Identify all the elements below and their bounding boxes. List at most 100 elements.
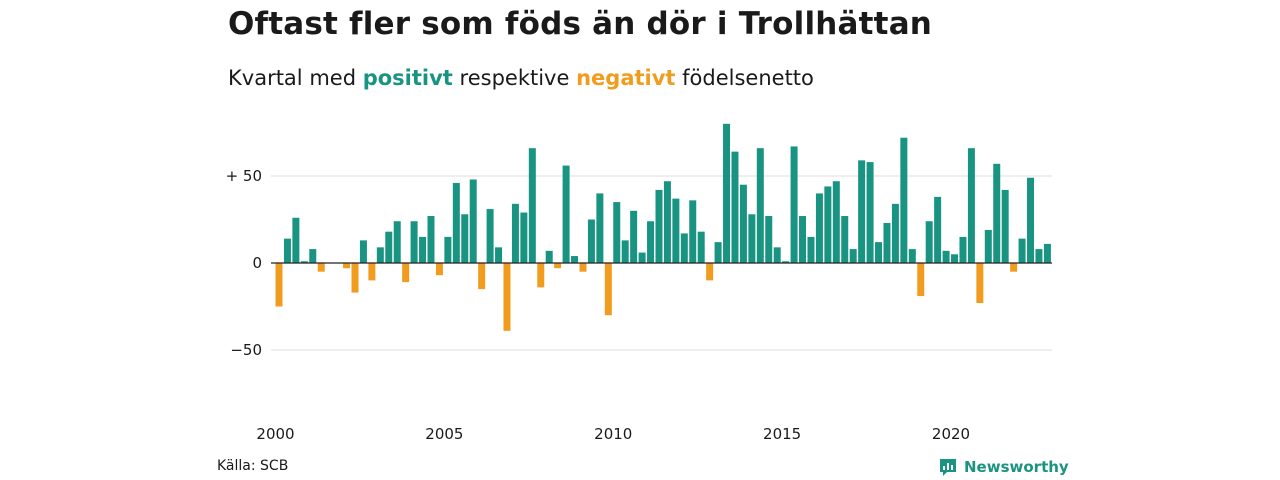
bar — [714, 242, 722, 263]
bar — [419, 236, 427, 263]
x-tick-label: 2005 — [425, 425, 463, 443]
y-tick-label: 0 — [252, 254, 262, 272]
chart-title: Oftast fler som föds än dör i Trollhätta… — [228, 6, 933, 42]
bar — [275, 263, 283, 307]
bar — [368, 263, 376, 281]
bar — [562, 165, 570, 263]
bar — [858, 160, 866, 263]
bar — [571, 256, 579, 263]
bar — [393, 221, 401, 263]
chart-subtitle: Kvartal med positivt respektive negativt… — [228, 66, 814, 90]
bar — [621, 240, 629, 263]
bar — [376, 247, 384, 263]
bar — [841, 216, 849, 263]
bar — [1035, 249, 1043, 263]
bar — [579, 263, 587, 272]
bar — [554, 263, 562, 269]
bar — [900, 137, 908, 263]
source-note: Källa: SCB — [217, 458, 289, 474]
bar — [748, 214, 756, 263]
bar — [731, 151, 739, 263]
bar — [672, 198, 680, 263]
bar — [934, 196, 942, 263]
bar — [604, 263, 612, 316]
bar — [545, 250, 553, 263]
bar — [647, 221, 655, 263]
subtitle-positive: positivt — [362, 66, 453, 90]
bar — [528, 148, 536, 263]
bar — [849, 249, 857, 263]
bar — [1043, 243, 1051, 263]
bar — [537, 263, 545, 288]
bar — [351, 263, 359, 293]
bar — [824, 186, 832, 263]
bar — [1027, 177, 1035, 263]
bar — [756, 148, 764, 263]
bar — [511, 203, 519, 263]
bar — [984, 229, 992, 263]
bar — [1001, 189, 1009, 263]
bar — [292, 217, 300, 263]
brand-name: Newsworthy — [964, 458, 1069, 476]
bar — [478, 263, 486, 290]
bar — [663, 181, 671, 263]
subtitle-suffix: födelsenetto — [682, 66, 814, 90]
bar — [799, 216, 807, 263]
bar — [385, 231, 393, 263]
bar — [875, 242, 883, 263]
bar — [1010, 263, 1018, 272]
bar — [630, 210, 638, 263]
subtitle-prefix: Kvartal med — [228, 66, 357, 90]
x-tick-label: 2015 — [763, 425, 801, 443]
bar — [807, 236, 815, 263]
bar — [883, 222, 891, 263]
bar — [309, 249, 317, 263]
bar — [495, 247, 503, 263]
bar — [765, 216, 773, 263]
bar — [444, 236, 452, 263]
bar — [587, 219, 595, 263]
bar — [773, 247, 781, 263]
bar — [891, 203, 899, 263]
bar — [410, 221, 418, 263]
bar — [469, 179, 477, 263]
bar — [706, 263, 714, 281]
bar — [832, 181, 840, 263]
bar — [680, 233, 688, 263]
newsworthy-icon — [940, 459, 956, 476]
y-tick-label: −50 — [230, 341, 262, 359]
bar — [959, 236, 967, 263]
bar — [435, 263, 443, 276]
bar — [697, 231, 705, 263]
bar — [993, 163, 1001, 263]
bar — [908, 249, 916, 263]
bar — [520, 212, 528, 263]
bar — [317, 263, 325, 272]
bar — [815, 193, 823, 263]
subtitle-negative: negativt — [576, 66, 676, 90]
bar — [739, 184, 747, 263]
bar — [486, 209, 494, 263]
bar — [596, 193, 604, 263]
bar — [638, 252, 646, 263]
bar — [402, 263, 410, 283]
bar — [503, 263, 511, 331]
x-tick-label: 2000 — [256, 425, 294, 443]
bar — [782, 261, 790, 263]
bar — [283, 238, 291, 263]
x-tick-label: 2020 — [932, 425, 970, 443]
bar — [790, 146, 798, 263]
y-tick-label: + 50 — [226, 167, 262, 185]
x-tick-label: 2010 — [594, 425, 632, 443]
bar — [655, 189, 663, 263]
brand-logo-block: Newsworthy — [938, 457, 1069, 477]
bar — [343, 263, 351, 269]
bar — [300, 261, 308, 263]
bar — [452, 182, 460, 263]
bar — [942, 250, 950, 263]
bar — [723, 123, 731, 263]
bar — [976, 263, 984, 304]
bar — [1018, 238, 1026, 263]
bar — [925, 221, 933, 263]
